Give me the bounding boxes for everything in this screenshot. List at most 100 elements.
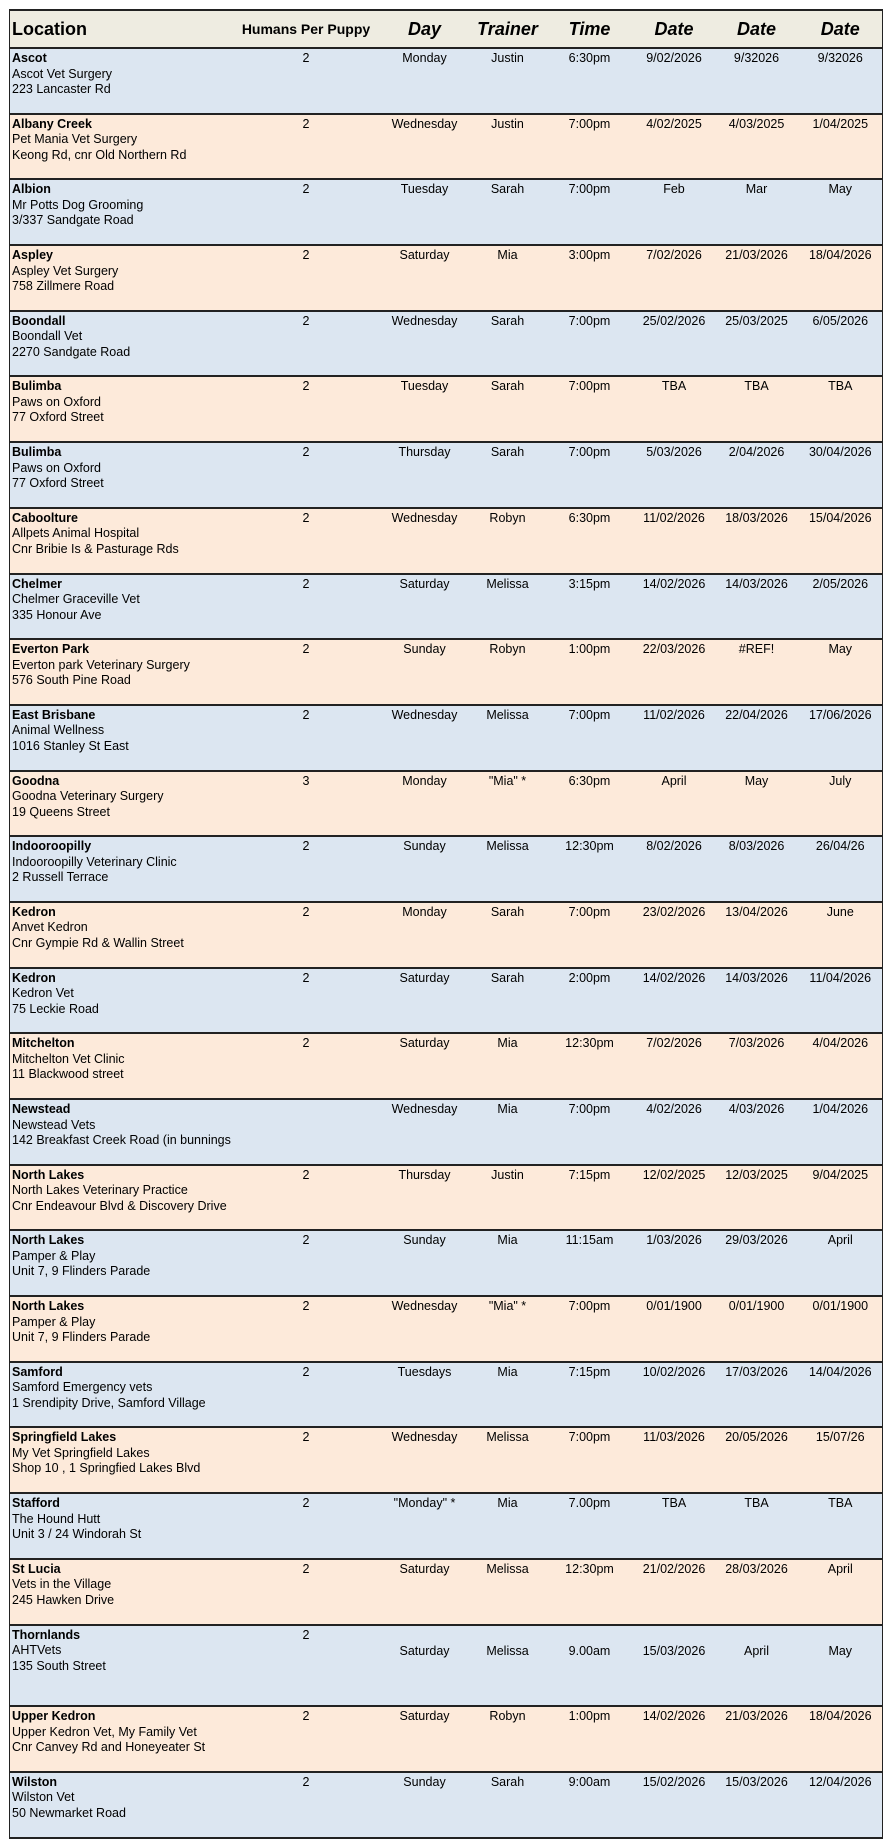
trainer-cell: Justin <box>469 48 546 115</box>
location-name: Kedron <box>12 904 56 919</box>
table-row: Kedron Kedron Vet 75 Leckie Road 2 Saturday S… <box>9 967 883 1035</box>
date-cell: 7/02/2026 <box>633 1033 715 1100</box>
time-cell: 3:00pm <box>545 245 634 312</box>
day-cell: Thursday <box>379 442 470 509</box>
table-row: Bulimba Paws on Oxford 77 Oxford Street 2 Th… <box>9 442 883 509</box>
trainer-cell: Justin <box>469 113 546 181</box>
humans-per-puppy: 3 <box>302 773 310 788</box>
humans-cell: 2 <box>232 1033 380 1100</box>
date-cell: 4/03/2025 <box>714 113 799 181</box>
humans-per-puppy: 2 <box>302 1430 310 1445</box>
location-name: Newstead <box>12 1102 71 1116</box>
address: Unit 7, 9 Flinders Parade <box>12 1264 151 1279</box>
day-cell: Sunday <box>379 1230 470 1298</box>
address: 1 Srendipity Drive, Samford Village <box>12 1395 206 1410</box>
date-cell: 1/04/2025 <box>798 113 883 181</box>
humans-per-puppy: 2 <box>302 379 310 394</box>
trainer-cell: Mia <box>469 1493 546 1560</box>
date-cell: 21/03/2026 <box>714 245 799 312</box>
address: 135 South Street <box>12 1658 106 1673</box>
location-name: North Lakes <box>12 1299 85 1314</box>
day-cell: Wednesday <box>379 1099 470 1166</box>
table-row: Bulimba Paws on Oxford 77 Oxford Street 2 Tu… <box>9 376 883 444</box>
location-name: St Lucia <box>12 1561 61 1576</box>
column-header: Humans Per Puppy <box>232 9 380 49</box>
address: 245 Hawken Drive <box>12 1592 115 1607</box>
day-cell: "Monday" * <box>379 1493 470 1560</box>
address: 75 Leckie Road <box>12 1001 99 1016</box>
table-row: Samford Samford Emergency vets 1 Srendipit… <box>9 1361 883 1429</box>
humans-per-puppy: 2 <box>302 1709 310 1724</box>
date-cell: 22/03/2026 <box>633 639 715 706</box>
column-header: Date <box>714 9 799 49</box>
humans-per-puppy: 2 <box>302 576 310 591</box>
address: 142 Breakfast Creek Road (in bunnings ce… <box>12 1133 233 1147</box>
schedule-table: Location Humans Per Puppy Day Trainer Time Da… <box>9 9 883 1839</box>
trainer-cell: Melissa <box>469 1624 546 1708</box>
humans-per-puppy: 2 <box>302 1627 310 1642</box>
day-cell: Monday <box>379 770 470 838</box>
trainer-cell: Melissa <box>469 836 546 903</box>
humans-cell: 2 <box>232 1361 380 1429</box>
location-name: Albion <box>12 182 51 197</box>
date-cell: April <box>633 770 715 838</box>
trainer-cell: Sarah <box>469 442 546 509</box>
humans-per-puppy: 2 <box>302 182 310 197</box>
table-row: Boondall Boondall Vet 2270 Sandgate Road 2 W… <box>9 310 883 378</box>
address: 1016 Stanley St East <box>12 738 129 753</box>
location-name: Everton Park <box>12 642 90 657</box>
address: Unit 7, 9 Flinders Parade <box>12 1330 151 1345</box>
date-cell: June <box>798 901 883 969</box>
location-cell: Goodna Goodna Veterinary Surgery 19 Queens… <box>9 770 233 838</box>
date-cell: 21/03/2026 <box>714 1706 799 1773</box>
location-cell: Thornlands AHTVets 135 South Street <box>9 1624 233 1708</box>
venue-name: Pamper & Play <box>12 1314 96 1329</box>
day-cell: Saturday <box>379 1624 470 1708</box>
venue-name: Newstead Vets <box>12 1117 96 1132</box>
humans-cell: 2 <box>232 442 380 509</box>
date-cell: 14/04/2026 <box>798 1361 883 1429</box>
time-cell: 3:15pm <box>545 573 634 641</box>
humans-cell: 2 <box>232 179 380 247</box>
trainer-cell: Mia <box>469 245 546 312</box>
table-row: Upper Kedron Upper Kedron Vet, My Family … <box>9 1706 883 1773</box>
table-row: North Lakes Pamper & Play Unit 7, 9 Flinde… <box>9 1230 883 1298</box>
column-header: Time <box>545 9 634 49</box>
date-cell: 5/03/2026 <box>633 442 715 509</box>
date-cell: 1/03/2026 <box>633 1230 715 1298</box>
venue-name: Kedron Vet <box>12 986 74 1001</box>
day-cell: Wednesday <box>379 507 470 575</box>
humans-per-puppy: 2 <box>302 1364 310 1379</box>
date-cell: 13/04/2026 <box>714 901 799 969</box>
page: Location Humans Per Puppy Day Trainer Time Da… <box>9 9 883 1839</box>
venue-name: AHTVets <box>12 1643 62 1657</box>
time-cell: 9.00am <box>545 1624 634 1708</box>
date-cell: 23/02/2026 <box>633 901 715 969</box>
address: 758 Zillmere Road <box>12 279 115 294</box>
table-row: Ascot Ascot Vet Surgery 223 Lancaster Rd 2 M… <box>9 48 883 115</box>
trainer-cell: Melissa <box>469 573 546 641</box>
humans-cell: 2 <box>232 1624 380 1708</box>
day-cell: Thursday <box>379 1164 470 1232</box>
venue-name: Aspley Vet Surgery <box>12 263 119 278</box>
date-cell: 12/03/2025 <box>714 1164 799 1232</box>
day-cell: Wednesday <box>379 113 470 181</box>
venue-name: Wilston Vet <box>12 1790 75 1805</box>
location-cell: Springfield Lakes My Vet Springfield Lake… <box>9 1427 233 1495</box>
humans-cell: 2 <box>232 1558 380 1626</box>
humans-per-puppy: 2 <box>302 248 310 263</box>
location-name: North Lakes <box>12 1233 85 1248</box>
table-row: Albion Mr Potts Dog Grooming 3/337 Sandgat… <box>9 179 883 247</box>
time-cell: 2:00pm <box>545 967 634 1035</box>
humans-per-puppy: 2 <box>302 707 310 722</box>
location-cell: Boondall Boondall Vet 2270 Sandgate Road <box>9 310 233 378</box>
time-cell: 7.00pm <box>545 1493 634 1560</box>
day-cell: Wednesday <box>379 704 470 772</box>
venue-name: The Hound Hutt <box>12 1511 101 1526</box>
date-cell: 20/05/2026 <box>714 1427 799 1495</box>
humans-per-puppy: 2 <box>302 1496 310 1511</box>
location-name: Wilston <box>12 1774 58 1789</box>
humans-cell: 2 <box>232 48 380 115</box>
table-row: St Lucia Vets in the Village 245 Hawken Dr… <box>9 1558 883 1626</box>
location-name: Thornlands <box>12 1627 81 1642</box>
